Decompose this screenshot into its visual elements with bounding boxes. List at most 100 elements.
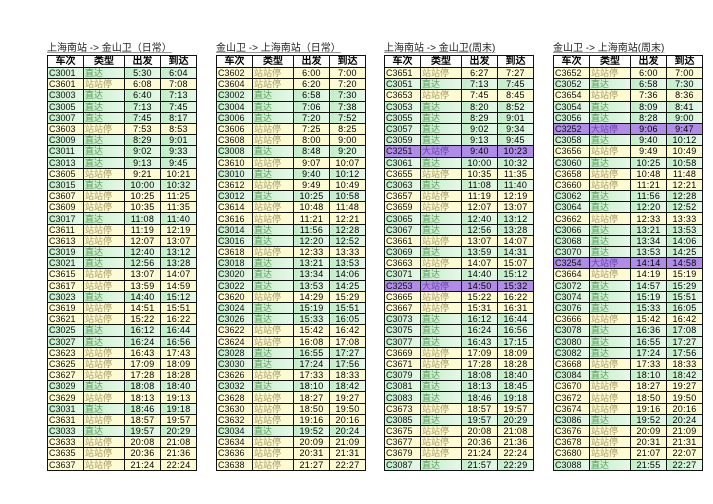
train-number: C3030 bbox=[216, 357, 253, 371]
arrival-time: 21:09 bbox=[329, 436, 366, 449]
train-number: C3086 bbox=[553, 413, 590, 427]
table-row: C3064 直达 12:20 12:52 bbox=[553, 201, 703, 214]
train-type: 直达 bbox=[420, 212, 462, 225]
departure-time: 12:07 bbox=[461, 201, 498, 214]
departure-time: 9:02 bbox=[461, 122, 498, 136]
train-number: C3638 bbox=[216, 458, 253, 471]
train-type: 直达 bbox=[589, 346, 631, 359]
arrival-time: 22:27 bbox=[329, 458, 366, 471]
train-type: 直达 bbox=[589, 100, 631, 113]
departure-time: 7:13 bbox=[124, 100, 161, 113]
column-header-train-number: 车次 bbox=[47, 55, 84, 68]
table-row: C3006 直达 7:20 7:52 bbox=[216, 111, 366, 124]
table-row: C3666 站站停 15:42 16:42 bbox=[553, 313, 703, 326]
table-row: C3081 直达 18:13 18:45 bbox=[384, 380, 534, 393]
train-type: 站站停 bbox=[589, 402, 631, 415]
train-type: 站站停 bbox=[420, 402, 462, 415]
train-number: C3012 bbox=[216, 190, 253, 203]
table-row: C3669 站站停 17:09 18:09 bbox=[384, 346, 534, 359]
table-row: C3608 站站停 8:00 9:00 bbox=[216, 134, 366, 147]
departure-time: 20:09 bbox=[293, 436, 330, 449]
table-row: C3005 直达 7:13 7:45 bbox=[47, 100, 197, 113]
arrival-time: 15:07 bbox=[497, 257, 534, 270]
arrival-time: 16:44 bbox=[497, 313, 534, 326]
departure-time: 14:57 bbox=[630, 279, 667, 292]
departure-time: 12:40 bbox=[461, 212, 498, 225]
arrival-time: 7:20 bbox=[329, 78, 366, 91]
table-row: C3633 站站停 20:08 21:08 bbox=[47, 436, 197, 449]
train-type: 直达 bbox=[83, 380, 125, 393]
train-number: C3615 bbox=[47, 268, 84, 281]
departure-time: 19:52 bbox=[293, 424, 330, 438]
train-number: C3652 bbox=[553, 66, 590, 80]
train-type: 直达 bbox=[420, 369, 462, 382]
arrival-time: 15:51 bbox=[160, 301, 197, 315]
table-row: C3027 直达 16:24 16:56 bbox=[47, 335, 197, 348]
table-row: C3675 站站停 20:08 21:08 bbox=[384, 424, 534, 438]
departure-time: 11:56 bbox=[630, 190, 667, 203]
departure-time: 11:21 bbox=[293, 212, 330, 225]
train-number: C3613 bbox=[47, 234, 84, 248]
train-number: C3058 bbox=[553, 134, 590, 147]
arrival-time: 14:59 bbox=[160, 279, 197, 292]
train-number: C3057 bbox=[384, 122, 421, 136]
arrival-time: 10:49 bbox=[666, 145, 703, 158]
table-row: C3609 站站停 10:35 11:35 bbox=[47, 201, 197, 214]
train-type: 直达 bbox=[589, 234, 631, 248]
train-type: 直达 bbox=[252, 257, 294, 270]
train-type: 直达 bbox=[252, 145, 294, 158]
train-number: C3065 bbox=[384, 212, 421, 225]
departure-time: 18:46 bbox=[461, 391, 498, 404]
column-header-train-type: 类型 bbox=[83, 55, 125, 68]
train-number: C3032 bbox=[216, 380, 253, 393]
train-type: 站站停 bbox=[589, 436, 631, 449]
table-row: C3663 站站停 14:07 15:07 bbox=[384, 257, 534, 270]
table-row: C3617 站站停 13:59 14:59 bbox=[47, 279, 197, 292]
train-type: 站站停 bbox=[420, 424, 462, 438]
arrival-time: 17:43 bbox=[160, 346, 197, 359]
arrival-time: 8:36 bbox=[666, 89, 703, 102]
arrival-time: 11:40 bbox=[160, 212, 197, 225]
arrival-time: 11:48 bbox=[666, 167, 703, 180]
arrival-time: 8:25 bbox=[329, 122, 366, 136]
timetable-3: 上海南站 -> 金山卫(周末) 车次 类型 出发 到达 C3651 站站停 6:27 7:27 C… bbox=[384, 42, 534, 471]
departure-time: 15:19 bbox=[293, 301, 330, 315]
column-header-departure-time: 出发 bbox=[630, 55, 667, 68]
departure-time: 17:24 bbox=[293, 357, 330, 371]
train-number: C3614 bbox=[216, 201, 253, 214]
departure-time: 10:35 bbox=[461, 167, 498, 180]
departure-time: 7:20 bbox=[293, 111, 330, 124]
train-type: 直达 bbox=[589, 111, 631, 124]
table-row: C3062 直达 11:56 12:28 bbox=[553, 190, 703, 203]
train-type: 大站停 bbox=[420, 279, 462, 292]
table-row: C3637 站站停 21:24 22:24 bbox=[47, 458, 197, 471]
table-row: C3601 站站停 6:08 7:08 bbox=[47, 78, 197, 91]
arrival-time: 12:19 bbox=[497, 190, 534, 203]
train-type: 站站停 bbox=[420, 89, 462, 102]
departure-time: 14:29 bbox=[293, 290, 330, 303]
column-header-train-type: 类型 bbox=[420, 55, 462, 68]
departure-time: 17:28 bbox=[124, 369, 161, 382]
departure-time: 8:29 bbox=[124, 134, 161, 147]
train-type: 直达 bbox=[420, 78, 462, 91]
table-row: C3630 站站停 18:50 19:50 bbox=[216, 402, 366, 415]
train-type: 站站停 bbox=[252, 178, 294, 192]
column-header-train-type: 类型 bbox=[589, 55, 631, 68]
train-number: C3056 bbox=[553, 111, 590, 124]
train-number: C3626 bbox=[216, 369, 253, 382]
train-number: C3667 bbox=[384, 301, 421, 315]
table-row: C3051 直达 7:13 7:45 bbox=[384, 78, 534, 91]
table-row: C3661 站站停 13:07 14:07 bbox=[384, 234, 534, 248]
table-row: C3606 站站停 7:25 8:25 bbox=[216, 122, 366, 136]
timetable-grid: 车次 类型 出发 到达 C3651 站站停 6:27 7:27 C3051 直达 7:13 7:45 C… bbox=[384, 55, 534, 471]
arrival-time: 8:53 bbox=[160, 122, 197, 136]
train-number: C3621 bbox=[47, 313, 84, 326]
departure-time: 11:08 bbox=[461, 178, 498, 192]
table-row: C3074 直达 15:19 15:51 bbox=[553, 290, 703, 303]
train-number: C3010 bbox=[216, 167, 253, 180]
arrival-time: 14:07 bbox=[497, 234, 534, 248]
train-type: 站站停 bbox=[420, 167, 462, 180]
train-type: 直达 bbox=[420, 268, 462, 281]
train-number: C3620 bbox=[216, 290, 253, 303]
arrival-time: 9:45 bbox=[497, 134, 534, 147]
